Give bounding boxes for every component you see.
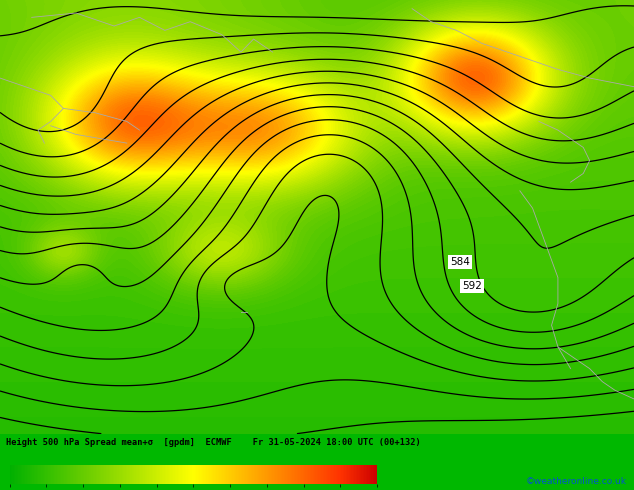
Text: Height 500 hPa Spread mean+σ  [gpdm]  ECMWF    Fr 31-05-2024 18:00 UTC (00+132): Height 500 hPa Spread mean+σ [gpdm] ECMW… <box>6 438 421 447</box>
Text: 584: 584 <box>450 257 470 268</box>
Text: 592: 592 <box>462 281 482 291</box>
Text: ©weatheronline.co.uk: ©weatheronline.co.uk <box>526 477 627 486</box>
